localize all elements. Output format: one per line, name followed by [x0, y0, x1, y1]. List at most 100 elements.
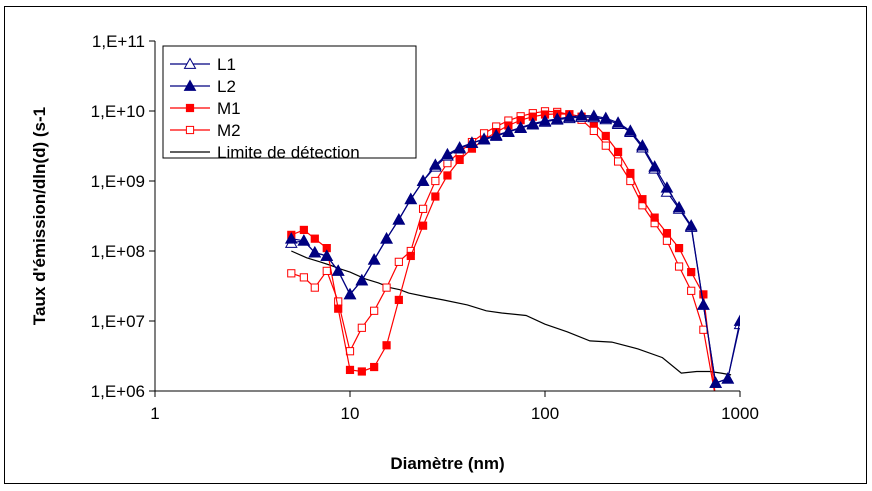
- series-l2-point: [308, 246, 322, 258]
- series-m1-point: [699, 290, 708, 299]
- legend: L1 L2 M1 M2 Limite de détection: [162, 45, 417, 162]
- legend-label: L1: [217, 55, 236, 74]
- series-m1-point: [613, 147, 623, 157]
- series-l2-point: [514, 121, 527, 133]
- legend-swatch-marker: [185, 103, 195, 113]
- x-tick-label: 10: [341, 404, 360, 423]
- series-l2-point: [709, 376, 722, 388]
- y-tick-label: 1,E+09: [91, 172, 145, 191]
- series-m1-point: [310, 234, 319, 243]
- series-m1-point: [443, 171, 452, 180]
- legend-label: M1: [217, 99, 241, 118]
- series-m1-point: [638, 195, 647, 204]
- series-l2-point: [636, 139, 649, 151]
- series-m1-point: [406, 251, 415, 261]
- series-l2-point: [416, 174, 430, 186]
- series-m2-point: [712, 394, 719, 401]
- series-l2-point: [320, 249, 334, 261]
- series-m1-point: [455, 155, 464, 165]
- series-l2: [284, 109, 740, 388]
- y-tick-label: 1,E+08: [91, 242, 145, 261]
- series-l2-point: [575, 109, 588, 121]
- series-l2-line: [291, 114, 740, 384]
- series-m1-point: [650, 213, 659, 222]
- series-m1-point: [662, 229, 672, 238]
- series-m2-point: [299, 273, 308, 282]
- series-m2-point: [394, 257, 403, 266]
- series-m2-point: [662, 236, 672, 245]
- series-m2-point: [418, 204, 428, 213]
- series-m2-point: [613, 157, 623, 166]
- y-tick-label: 1,E+10: [91, 102, 145, 121]
- series-m1-point: [394, 295, 403, 305]
- series-m1-point: [370, 362, 379, 372]
- series-m1-point: [712, 394, 719, 401]
- series-m1-point: [431, 192, 440, 201]
- legend-item-m2: M2: [170, 121, 241, 140]
- series-layer: [284, 107, 740, 401]
- legend-item-limite-de-d-tection: Limite de détection: [170, 143, 360, 162]
- legend-swatch-marker: [185, 125, 195, 135]
- series-l2-point: [672, 200, 686, 213]
- series-m1-point: [382, 341, 391, 350]
- series-l2-point: [489, 128, 503, 141]
- y-tick-label: 1,E+11: [92, 32, 145, 51]
- series-m1-point: [601, 131, 610, 141]
- series-m1-point: [299, 225, 308, 235]
- chart-frame: 1,E+06 1,E+07 1,E+08 1,E+09 1,E+10 1,E+11 1 10 1…: [4, 6, 867, 484]
- series-l2-point: [453, 141, 466, 153]
- series-m2-point: [699, 325, 708, 334]
- legend-item-m1: M1: [170, 99, 241, 118]
- y-tick-label: 1,E+07: [91, 312, 145, 331]
- series-l2-point: [331, 264, 345, 276]
- y-tick-label: 1,E+06: [91, 382, 145, 401]
- legend-box: [162, 45, 417, 159]
- series-m2: [287, 107, 719, 401]
- series-m1-point: [674, 244, 684, 253]
- series-m2-point: [310, 283, 319, 292]
- series-m2-point: [357, 323, 366, 332]
- series-m1-point: [626, 168, 635, 178]
- series-l2-point: [587, 109, 601, 121]
- series-l2-point: [429, 158, 442, 170]
- series-l2-point: [550, 112, 564, 124]
- legend-item-l2: L2: [170, 77, 236, 96]
- series-l2-point: [441, 147, 454, 160]
- series-l2-point: [355, 273, 369, 286]
- series-m2-point: [370, 306, 379, 315]
- series-l2-point: [284, 232, 298, 244]
- chart: 1,E+06 1,E+07 1,E+08 1,E+09 1,E+10 1,E+11 1 10 1…: [30, 32, 759, 473]
- series-m1-point: [357, 367, 366, 376]
- series-m2-point: [687, 286, 696, 295]
- series-m1-point: [345, 365, 355, 375]
- series-l2-point: [380, 232, 393, 244]
- series-l2-point: [392, 213, 406, 225]
- series-l2-point: [477, 132, 491, 144]
- series-l2-point: [624, 124, 637, 136]
- series-m2-point: [322, 266, 331, 275]
- series-m2-point: [431, 176, 440, 186]
- series-l2-point: [599, 111, 613, 124]
- x-axis-title: Diamètre (nm): [390, 454, 504, 473]
- legend-label: Limite de détection: [217, 143, 360, 162]
- y-axis-title: Taux d'émission/dln(d) (s-1: [30, 107, 49, 325]
- x-tick-label: 100: [531, 404, 559, 423]
- series-m2-point: [287, 269, 296, 278]
- series-l2-point: [611, 116, 625, 128]
- x-tick-label: 1: [150, 404, 159, 423]
- series-m2-point: [443, 159, 452, 168]
- series-l2-point: [297, 234, 311, 246]
- legend-swatch-marker: [183, 79, 197, 91]
- series-m1-point: [418, 221, 428, 230]
- series-m1-point: [334, 304, 343, 313]
- legend-label: M2: [217, 121, 241, 140]
- axis-layer: [149, 40, 741, 397]
- series-m2-point: [589, 126, 598, 135]
- legend-label: L2: [217, 77, 236, 96]
- series-limite-de-d-tection: [291, 250, 732, 376]
- series-l2-point: [660, 181, 674, 193]
- series-l2-point: [343, 287, 357, 300]
- x-tick-label: 1000: [721, 404, 759, 423]
- series-l2-point: [404, 192, 418, 205]
- legend-item-l1: L1: [170, 55, 236, 74]
